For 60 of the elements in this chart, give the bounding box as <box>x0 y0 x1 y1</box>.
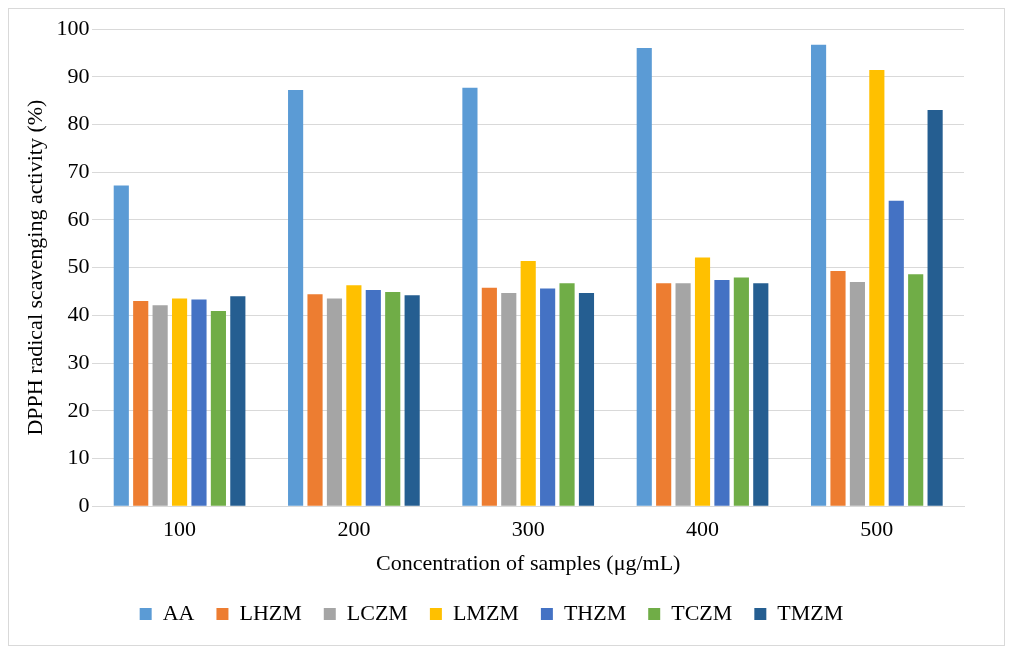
bar <box>210 311 226 506</box>
bar <box>714 280 730 506</box>
y-tick-label: 60 <box>67 205 90 231</box>
x-tick-label: 300 <box>511 516 545 542</box>
bar <box>346 285 362 506</box>
bar <box>113 185 129 506</box>
bar <box>888 200 904 506</box>
bar <box>152 305 168 506</box>
bar <box>365 290 381 506</box>
bar <box>636 48 652 506</box>
y-axis-title: DPPH radical scavenging activity (%) <box>21 99 47 436</box>
x-tick-label: 400 <box>686 516 720 542</box>
bar <box>656 283 672 506</box>
bar <box>501 292 517 506</box>
bar <box>753 283 769 506</box>
bar <box>830 270 846 506</box>
legend-label: LHZM <box>239 599 302 625</box>
bar <box>908 274 924 506</box>
y-tick-label: 80 <box>67 110 90 136</box>
y-tick-label: 50 <box>67 253 90 279</box>
bar <box>733 277 749 506</box>
legend-label: AA <box>162 599 195 625</box>
legend-label: TMZM <box>777 599 844 625</box>
bar <box>288 90 304 506</box>
bar <box>694 257 711 506</box>
bar <box>481 287 497 506</box>
legend-label: TCZM <box>671 599 733 625</box>
x-tick-label: 200 <box>337 516 371 542</box>
y-tick-label: 90 <box>67 62 90 88</box>
bar <box>171 298 188 506</box>
y-tick-label: 100 <box>56 14 90 40</box>
y-tick-label: 70 <box>67 157 90 183</box>
y-tick-label: 0 <box>78 491 90 517</box>
legend-label: LCZM <box>346 599 408 625</box>
y-tick-label: 30 <box>67 348 90 374</box>
bar <box>191 299 207 506</box>
bar <box>810 44 827 506</box>
bar <box>133 301 149 506</box>
legend-label: LMZM <box>452 599 519 625</box>
bar <box>849 281 865 506</box>
bar <box>326 298 343 506</box>
y-tick-label: 20 <box>67 396 90 422</box>
bar <box>927 110 943 506</box>
bar <box>520 260 536 506</box>
bar <box>385 291 401 506</box>
bar <box>578 292 595 506</box>
bar <box>404 295 420 506</box>
bar <box>675 283 691 506</box>
bar <box>869 70 885 506</box>
bar <box>540 288 556 506</box>
bar <box>307 294 323 506</box>
x-axis-title: Concentration of samples (μg/mL) <box>375 549 681 575</box>
bar <box>230 296 246 506</box>
bar <box>462 87 478 506</box>
bar <box>559 283 575 506</box>
legend-label: THZM <box>563 599 627 625</box>
x-tick-label: 500 <box>860 516 894 542</box>
x-tick-label: 100 <box>163 516 197 542</box>
y-tick-label: 10 <box>67 444 90 470</box>
y-tick-label: 40 <box>67 301 90 327</box>
